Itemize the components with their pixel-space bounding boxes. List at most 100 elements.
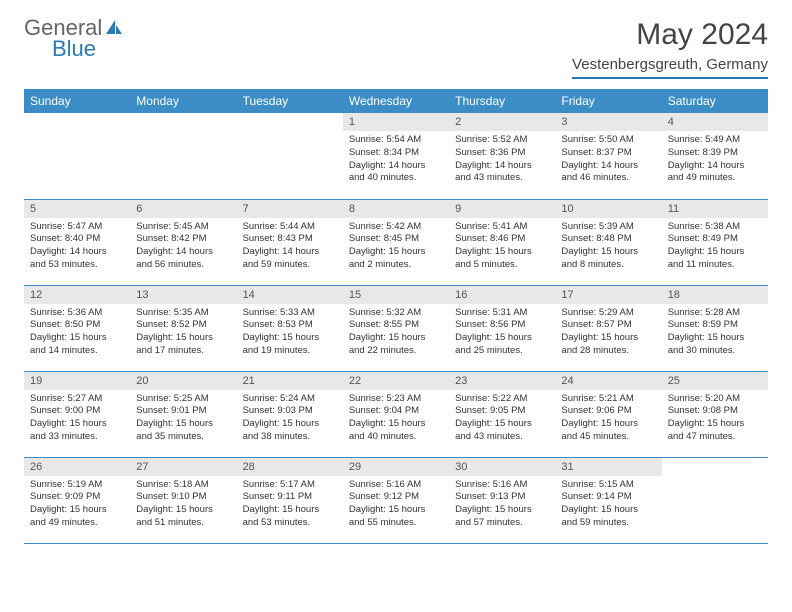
day-number: 5 xyxy=(24,200,130,218)
sunset-text: Sunset: 8:42 PM xyxy=(136,233,230,246)
daylight-text: and 57 minutes. xyxy=(455,517,549,530)
day-body: Sunrise: 5:23 AMSunset: 9:04 PMDaylight:… xyxy=(343,390,449,448)
day-body: Sunrise: 5:42 AMSunset: 8:45 PMDaylight:… xyxy=(343,218,449,276)
calendar-row: 1Sunrise: 5:54 AMSunset: 8:34 PMDaylight… xyxy=(24,113,768,199)
sunset-text: Sunset: 9:05 PM xyxy=(455,405,549,418)
daylight-text: Daylight: 15 hours xyxy=(243,332,337,345)
day-body: Sunrise: 5:28 AMSunset: 8:59 PMDaylight:… xyxy=(662,304,768,362)
day-body: Sunrise: 5:45 AMSunset: 8:42 PMDaylight:… xyxy=(130,218,236,276)
logo: GeneralBlue xyxy=(24,18,126,60)
calendar-cell: 31Sunrise: 5:15 AMSunset: 9:14 PMDayligh… xyxy=(555,457,661,543)
calendar-cell: 28Sunrise: 5:17 AMSunset: 9:11 PMDayligh… xyxy=(237,457,343,543)
sunset-text: Sunset: 8:55 PM xyxy=(349,319,443,332)
sunset-text: Sunset: 9:10 PM xyxy=(136,491,230,504)
sunrise-text: Sunrise: 5:54 AM xyxy=(349,134,443,147)
daylight-text: Daylight: 15 hours xyxy=(136,504,230,517)
day-number: 14 xyxy=(237,286,343,304)
calendar-cell: 14 Sunrise: 5:33 AMSunset: 8:53 PMDayligh… xyxy=(237,285,343,371)
calendar-cell: 26Sunrise: 5:19 AMSunset: 9:09 PMDayligh… xyxy=(24,457,130,543)
daylight-text: and 59 minutes. xyxy=(243,259,337,272)
daylight-text: Daylight: 15 hours xyxy=(455,246,549,259)
day-body: Sunrise: 5:20 AMSunset: 9:08 PMDaylight:… xyxy=(662,390,768,448)
sunset-text: Sunset: 9:08 PM xyxy=(668,405,762,418)
day-body: Sunrise: 5:32 AMSunset: 8:55 PMDaylight:… xyxy=(343,304,449,362)
day-number: 19 xyxy=(24,372,130,390)
sunrise-text: Sunrise: 5:27 AM xyxy=(30,393,124,406)
daylight-text: and 30 minutes. xyxy=(668,345,762,358)
sunset-text: Sunset: 8:53 PM xyxy=(243,319,337,332)
day-number: 29 xyxy=(343,458,449,476)
weekday-header: Wednesday xyxy=(343,89,449,113)
day-number: 28 xyxy=(237,458,343,476)
calendar-cell: 1Sunrise: 5:54 AMSunset: 8:34 PMDaylight… xyxy=(343,113,449,199)
weekday-header: Tuesday xyxy=(237,89,343,113)
sunrise-text: Sunrise: 5:29 AM xyxy=(561,307,655,320)
calendar-cell: 29Sunrise: 5:16 AMSunset: 9:12 PMDayligh… xyxy=(343,457,449,543)
sunrise-text: Sunrise: 5:50 AM xyxy=(561,134,655,147)
sunrise-text: Sunrise: 5:24 AM xyxy=(243,393,337,406)
daylight-text: and 49 minutes. xyxy=(30,517,124,530)
sunrise-text: Sunrise: 5:16 AM xyxy=(349,479,443,492)
daylight-text: Daylight: 15 hours xyxy=(455,332,549,345)
calendar-cell: 24Sunrise: 5:21 AMSunset: 9:06 PMDayligh… xyxy=(555,371,661,457)
daylight-text: and 53 minutes. xyxy=(243,517,337,530)
day-number: 11 xyxy=(662,200,768,218)
day-body: Sunrise: 5:22 AMSunset: 9:05 PMDaylight:… xyxy=(449,390,555,448)
daylight-text: and 11 minutes. xyxy=(668,259,762,272)
sunset-text: Sunset: 9:00 PM xyxy=(30,405,124,418)
day-body: Sunrise: 5:25 AMSunset: 9:01 PMDaylight:… xyxy=(130,390,236,448)
daylight-text: and 17 minutes. xyxy=(136,345,230,358)
sunrise-text: Sunrise: 5:16 AM xyxy=(455,479,549,492)
day-number: 23 xyxy=(449,372,555,390)
daylight-text: Daylight: 15 hours xyxy=(30,332,124,345)
day-body: Sunrise: 5:38 AMSunset: 8:49 PMDaylight:… xyxy=(662,218,768,276)
daylight-text: and 38 minutes. xyxy=(243,431,337,444)
day-body: Sunrise: 5:49 AMSunset: 8:39 PMDaylight:… xyxy=(662,131,768,189)
daylight-text: Daylight: 15 hours xyxy=(136,332,230,345)
calendar-cell: 22Sunrise: 5:23 AMSunset: 9:04 PMDayligh… xyxy=(343,371,449,457)
weekday-header: Saturday xyxy=(662,89,768,113)
calendar-cell xyxy=(24,113,130,199)
sunrise-text: Sunrise: 5:45 AM xyxy=(136,221,230,234)
sunrise-text: Sunrise: 5:47 AM xyxy=(30,221,124,234)
calendar-cell: 13Sunrise: 5:35 AMSunset: 8:52 PMDayligh… xyxy=(130,285,236,371)
sunset-text: Sunset: 8:50 PM xyxy=(30,319,124,332)
day-number: 25 xyxy=(662,372,768,390)
daylight-text: Daylight: 15 hours xyxy=(349,246,443,259)
day-number: 7 xyxy=(237,200,343,218)
day-body: Sunrise: 5:24 AMSunset: 9:03 PMDaylight:… xyxy=(237,390,343,448)
daylight-text: Daylight: 14 hours xyxy=(136,246,230,259)
calendar-cell xyxy=(130,113,236,199)
day-body: Sunrise: 5:50 AMSunset: 8:37 PMDaylight:… xyxy=(555,131,661,189)
sunset-text: Sunset: 8:49 PM xyxy=(668,233,762,246)
sunset-text: Sunset: 9:14 PM xyxy=(561,491,655,504)
day-body: Sunrise: 5:52 AMSunset: 8:36 PMDaylight:… xyxy=(449,131,555,189)
calendar-cell: 8Sunrise: 5:42 AMSunset: 8:45 PMDaylight… xyxy=(343,199,449,285)
sunset-text: Sunset: 8:43 PM xyxy=(243,233,337,246)
day-body: Sunrise: 5:54 AMSunset: 8:34 PMDaylight:… xyxy=(343,131,449,189)
sunset-text: Sunset: 8:37 PM xyxy=(561,147,655,160)
daylight-text: and 45 minutes. xyxy=(561,431,655,444)
day-body: Sunrise: 5:29 AMSunset: 8:57 PMDaylight:… xyxy=(555,304,661,362)
calendar-cell: 12Sunrise: 5:36 AMSunset: 8:50 PMDayligh… xyxy=(24,285,130,371)
sunrise-text: Sunrise: 5:28 AM xyxy=(668,307,762,320)
sunrise-text: Sunrise: 5:35 AM xyxy=(136,307,230,320)
calendar-cell: 27Sunrise: 5:18 AMSunset: 9:10 PMDayligh… xyxy=(130,457,236,543)
day-number: 30 xyxy=(449,458,555,476)
day-body: Sunrise: 5:41 AMSunset: 8:46 PMDaylight:… xyxy=(449,218,555,276)
daylight-text: and 5 minutes. xyxy=(455,259,549,272)
weekday-header: Friday xyxy=(555,89,661,113)
sunrise-text: Sunrise: 5:33 AM xyxy=(243,307,337,320)
daylight-text: and 28 minutes. xyxy=(561,345,655,358)
sunset-text: Sunset: 8:36 PM xyxy=(455,147,549,160)
day-body: Sunrise: 5:39 AMSunset: 8:48 PMDaylight:… xyxy=(555,218,661,276)
sunrise-text: Sunrise: 5:31 AM xyxy=(455,307,549,320)
calendar-cell: 5Sunrise: 5:47 AMSunset: 8:40 PMDaylight… xyxy=(24,199,130,285)
day-body: Sunrise: 5:35 AMSunset: 8:52 PMDaylight:… xyxy=(130,304,236,362)
calendar-cell: 7Sunrise: 5:44 AMSunset: 8:43 PMDaylight… xyxy=(237,199,343,285)
daylight-text: and 55 minutes. xyxy=(349,517,443,530)
sunset-text: Sunset: 9:12 PM xyxy=(349,491,443,504)
sunset-text: Sunset: 8:59 PM xyxy=(668,319,762,332)
title-block: May 2024 Vestenbergsgreuth, Germany xyxy=(572,18,768,79)
weekday-header: Monday xyxy=(130,89,236,113)
